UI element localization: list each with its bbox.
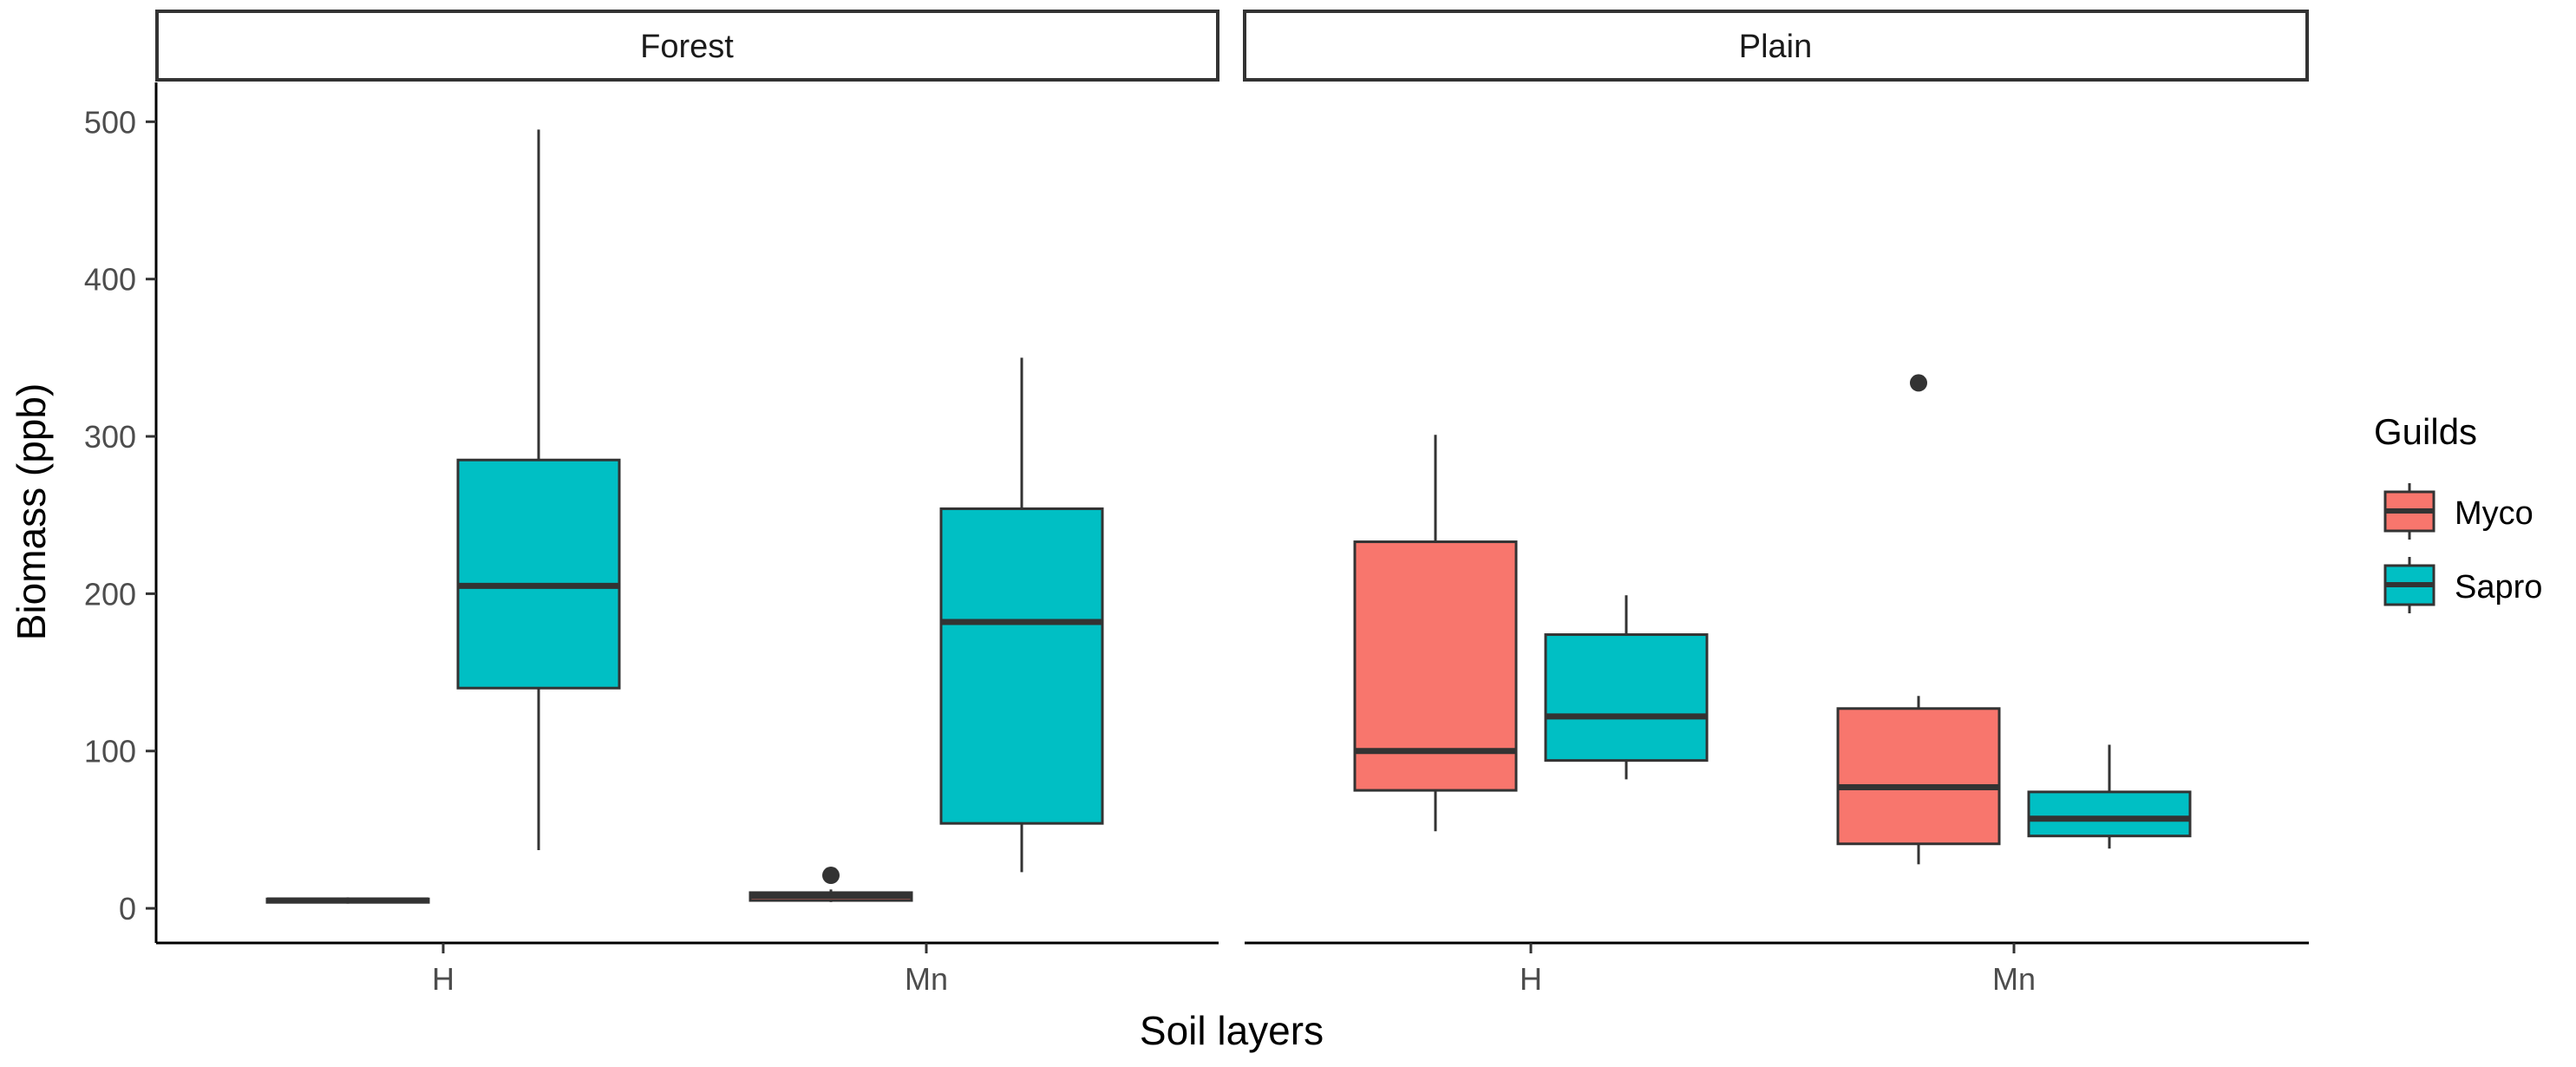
box-plain-mn-sapro-iqr <box>2027 790 2192 838</box>
box-plain-mn-myco <box>1836 374 2001 865</box>
y-tick-label-2: 200 <box>84 576 136 612</box>
box-plain-h-sapro <box>1544 595 1709 780</box>
box-plain-mn-sapro <box>2027 744 2192 849</box>
y-tick-0: 0 <box>119 891 156 926</box>
legend-label-sapro: Sapro <box>2455 569 2542 606</box>
box-forest-mn-sapro-iqr <box>939 507 1104 825</box>
legend-key-sapro <box>2383 557 2435 613</box>
x-tick-forest-mn: Mn <box>905 943 948 997</box>
boxes-layer <box>265 129 2192 904</box>
box-plain-mn-myco-iqr <box>1836 707 2001 846</box>
box-forest-h-sapro-iqr <box>456 458 621 690</box>
y-tick-2: 200 <box>84 576 156 612</box>
facet-label-plain: Plain <box>1739 29 1813 65</box>
box-forest-h-myco <box>265 897 430 904</box>
legend: Guilds Myco Sapro <box>2374 411 2542 613</box>
y-tick-label-4: 400 <box>84 262 136 298</box>
y-tick-label-5: 500 <box>84 104 136 140</box>
legend-title: Guilds <box>2374 411 2477 452</box>
facet-strip-forest: Forest <box>155 10 1219 82</box>
box-plain-mn-myco-outlier-0 <box>1910 374 1927 392</box>
legend-label-myco: Myco <box>2455 495 2534 532</box>
y-tick-label-3: 300 <box>84 419 136 455</box>
x-tick-label-forest-h: H <box>432 961 454 997</box>
x-tick-plain-mn: Mn <box>1992 943 2036 997</box>
x-tick-label-forest-mn: Mn <box>905 961 948 997</box>
y-axis-title: Biomass (ppb) <box>9 383 54 641</box>
box-forest-mn-myco <box>749 867 913 902</box>
x-tick-forest-h: H <box>432 943 454 997</box>
y-tick-5: 500 <box>84 104 156 140</box>
box-plain-h-myco <box>1353 435 1518 832</box>
box-plain-h-sapro-iqr <box>1544 633 1709 763</box>
x-axis-title: Soil layers <box>1140 1008 1324 1053</box>
x-tick-label-plain-mn: Mn <box>1992 961 2036 997</box>
y-tick-1: 100 <box>84 734 156 769</box>
y-tick-label-1: 100 <box>84 734 136 769</box>
facet-label-forest: Forest <box>640 29 734 65</box>
box-forest-h-sapro <box>456 129 621 851</box>
legend-key-myco <box>2383 483 2435 540</box>
x-tick-label-plain-h: H <box>1520 961 1542 997</box>
y-tick-label-0: 0 <box>119 891 136 926</box>
x-tick-plain-h: H <box>1520 943 1542 997</box>
facet-strip-plain: Plain <box>1243 10 2309 82</box>
y-tick-3: 300 <box>84 419 156 455</box>
y-tick-4: 400 <box>84 262 156 298</box>
box-forest-mn-myco-outlier-0 <box>822 867 840 885</box>
box-forest-mn-sapro <box>939 357 1104 873</box>
